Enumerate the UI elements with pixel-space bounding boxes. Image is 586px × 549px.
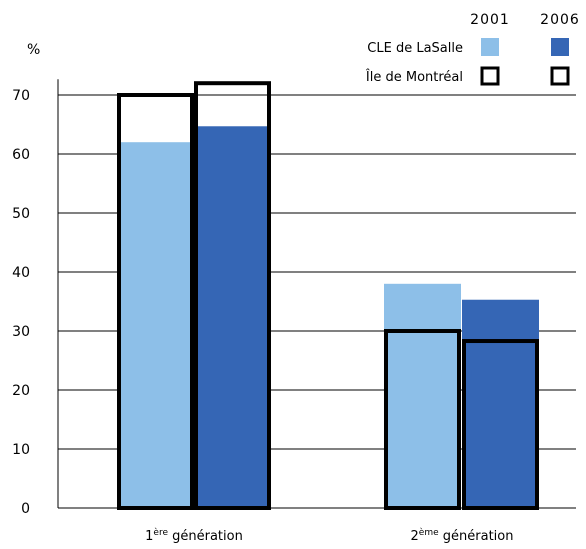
y-tick-label: 40 (12, 265, 30, 281)
y-tick-label: 10 (12, 442, 30, 458)
y-tick-label: 70 (12, 88, 30, 104)
category-label: 1ère génération (145, 527, 243, 544)
legend-swatch-cle-lasalle-2001 (481, 38, 499, 56)
y-tick-labels: 0 10 20 30 40 50 60 70 (12, 88, 30, 517)
bar-cle-lasalle-2001 (117, 142, 194, 508)
y-tick-label: 60 (12, 147, 30, 163)
bar-ile-montreal-2001 (117, 93, 194, 510)
bar-ile-montreal-2006 (462, 339, 539, 510)
legend-swatch-cle-lasalle-2006 (551, 38, 569, 56)
category-labels: 1ère génération 2ème génération (145, 527, 513, 544)
bars (117, 81, 539, 510)
bar-cle-lasalle-2006 (462, 299, 539, 508)
y-tick-label: 20 (12, 383, 30, 399)
bar-cle-lasalle-2001 (384, 283, 461, 508)
legend-year: 2001 (470, 12, 510, 28)
y-axis-label: % (27, 42, 40, 58)
bar-ile-montreal-2001 (384, 329, 461, 510)
y-tick-label: 30 (12, 324, 30, 340)
y-tick-label: 50 (12, 206, 30, 222)
legend-label: CLE de LaSalle (367, 41, 463, 56)
legend: 2001 2006 CLE de LaSalle Île de Montréal (365, 12, 580, 86)
legend-swatch-ile-montreal-2006 (550, 66, 570, 86)
bar-ile-montreal-2006 (194, 81, 271, 510)
legend-swatch-ile-montreal-2001 (480, 66, 500, 86)
bar-cle-lasalle-2006 (194, 126, 271, 509)
y-tick-label: 0 (21, 501, 30, 517)
category-label: 2ème génération (411, 527, 514, 544)
legend-label: Île de Montréal (365, 69, 463, 85)
legend-year: 2006 (540, 12, 580, 28)
